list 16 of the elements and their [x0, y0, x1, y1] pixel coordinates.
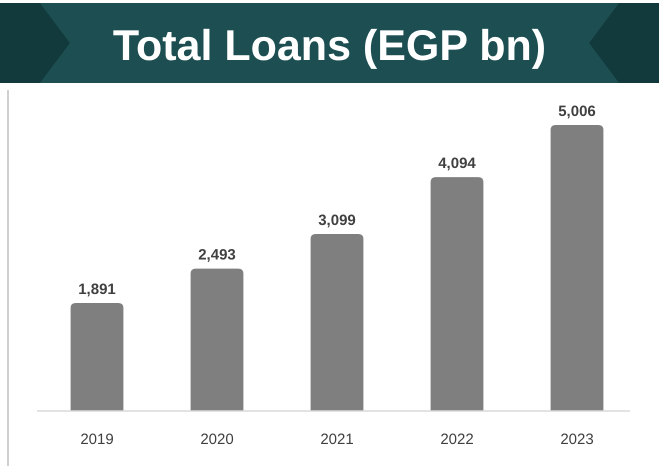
- x-tick-label: 2019: [80, 431, 114, 448]
- x-tick-label: 2023: [560, 431, 594, 448]
- bar: [70, 302, 124, 411]
- data-label: 4,094: [438, 155, 476, 172]
- bar: [430, 177, 484, 411]
- chart-title: Total Loans (EGP bn): [112, 22, 546, 70]
- x-tick-label: 2022: [440, 431, 474, 448]
- bar: [310, 234, 364, 411]
- x-tick-label: 2020: [200, 431, 234, 448]
- data-label: 5,006: [558, 103, 596, 120]
- data-label: 3,099: [318, 212, 356, 229]
- bar: [550, 125, 604, 411]
- bar: [190, 268, 244, 411]
- data-label: 1,891: [78, 280, 116, 298]
- x-tick-label: 2021: [320, 431, 354, 448]
- data-label: 2,493: [198, 246, 236, 264]
